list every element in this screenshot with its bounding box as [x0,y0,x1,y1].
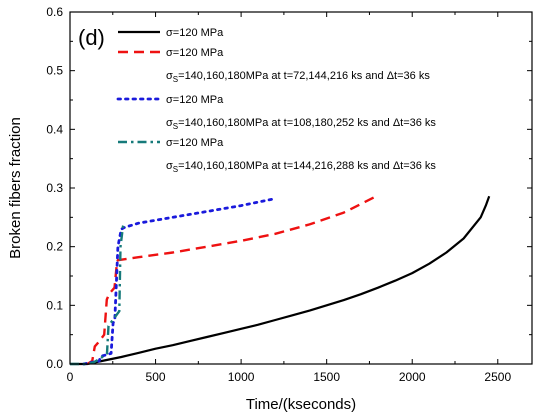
series-layer [70,195,491,366]
y-tick-label: 0.6 [46,5,63,19]
ticks-layer: 0 500 1000 1500 2000 2500 0.0 0.1 0.2 0.3 0.4 0.5 0.… [46,5,532,384]
y-tick-label: 0.1 [46,298,63,312]
x-tick-label: 500 [146,370,166,384]
y-tick-label: 0.3 [46,181,63,195]
x-tick-label: 2000 [399,370,426,384]
legend-sublabel-4: σS=140,160,180MPa at t=144,216,288 ks an… [166,160,436,174]
x-tick-label: 1000 [228,370,255,384]
x-tick-label: 2500 [484,370,511,384]
y-tick-label: 0.5 [46,64,63,78]
y-tick-label: 0.2 [46,240,63,254]
legend-sublabel-3: σS=140,160,180MPa at t=108,180,252 ks an… [166,117,436,131]
legend: σ=120 MPa σ=120 MPa σS=140,160,180MPa at t… [116,27,436,174]
legend-label-4: σ=120 MPa [166,137,224,149]
legend-label-1: σ=120 MPa [166,27,224,39]
series-line-3 [82,197,277,366]
y-tick-label: 0.4 [46,122,63,136]
series-line-2 [86,195,377,366]
legend-sublabel-2: σS=140,160,180MPa at t=72,144,216 ks and… [166,70,430,84]
series-line-4 [70,222,126,366]
legend-label-2: σ=120 MPa [166,47,224,59]
x-tick-label: 1500 [313,370,340,384]
series-line-1 [70,195,491,366]
x-tick-label: 0 [67,370,74,384]
plot-frame [69,11,533,365]
legend-label-3: σ=120 MPa [166,94,224,106]
x-axis-label: Time/(kseconds) [246,396,356,413]
y-tick-label: 0.0 [46,357,63,371]
y-axis-label: Broken fibers fraction [7,117,24,259]
panel-label: (d) [78,25,105,50]
